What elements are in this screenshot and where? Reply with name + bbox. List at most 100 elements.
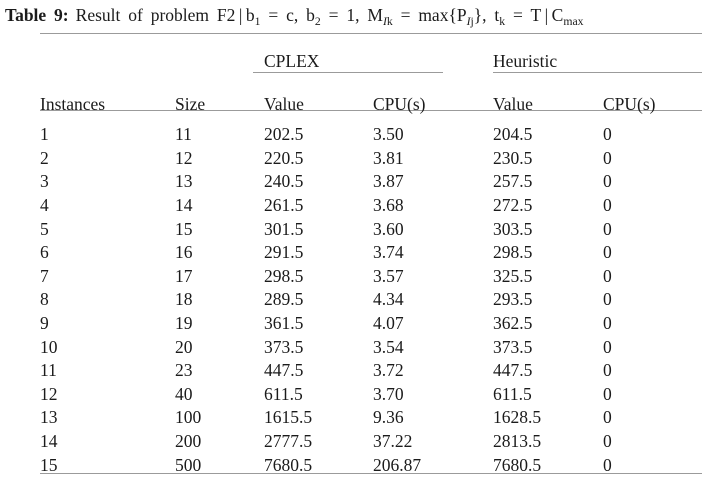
- column-header-instances: Instances: [40, 94, 106, 114]
- table-cell: 206.87: [373, 454, 422, 475]
- table-caption-text: Result of problem F2 | b1 = c, b2 = 1, M…: [75, 5, 584, 28]
- table-cell: 2: [40, 147, 49, 168]
- table-cell: 3.70: [373, 383, 404, 404]
- caption-subscript: max: [563, 14, 584, 28]
- table-cell: 2777.5: [264, 431, 313, 452]
- table-cell: 4.07: [373, 313, 404, 334]
- heuristic-group-underline: [493, 72, 702, 73]
- table-cell: 298.5: [493, 242, 533, 263]
- table-cell: 0: [603, 171, 612, 192]
- table-cell: 3.57: [373, 265, 404, 286]
- table-cell: 261.5: [264, 195, 304, 216]
- caption-subscript: 1: [254, 14, 261, 28]
- table-cell: 17: [175, 265, 193, 286]
- table-row: 15 500 7680.5 206.87 7680.5 0: [40, 453, 702, 477]
- table-cell: 240.5: [264, 171, 304, 192]
- caption-subscript: k: [499, 14, 506, 28]
- table-row: 8 18 289.5 4.34 293.5 0: [40, 288, 702, 312]
- table-cell: 19: [175, 313, 193, 334]
- table-cell: 4: [40, 195, 49, 216]
- caption-text-segment: Result of problem F2 | b: [75, 5, 255, 25]
- table-cell: 1628.5: [493, 407, 542, 428]
- column-header-heuristic-cpu: CPU(s): [603, 94, 656, 114]
- column-header-cplex-cpu: CPU(s): [373, 94, 426, 114]
- table-cell: 3.87: [373, 171, 404, 192]
- table-cell: 3.50: [373, 124, 404, 145]
- table-row: 5 15 301.5 3.60 303.5 0: [40, 217, 702, 241]
- table-cell: 611.5: [264, 383, 303, 404]
- table-cell: 16: [175, 242, 193, 263]
- table-cell: 447.5: [493, 360, 533, 381]
- table-caption: Table 9: Result of problem F2 | b1 = c, b…: [5, 3, 584, 30]
- table-cell: 0: [603, 454, 612, 475]
- table-cell: 37.22: [373, 431, 413, 452]
- column-header-row: Instances Size Value CPU(s) Value CPU(s): [40, 77, 702, 121]
- table-cell: 15: [175, 218, 193, 239]
- table-cell: 20: [175, 336, 193, 357]
- table-cell: 220.5: [264, 147, 304, 168]
- table-cell: 1: [40, 124, 49, 145]
- table-cell: 1615.5: [264, 407, 313, 428]
- table-cell: 3.60: [373, 218, 404, 239]
- group-header-heuristic: Heuristic: [493, 51, 558, 71]
- table-cell: 230.5: [493, 147, 533, 168]
- table-cell: 373.5: [493, 336, 533, 357]
- table-cell: 2813.5: [493, 431, 542, 452]
- table-cell: 40: [175, 383, 193, 404]
- table-cell: 0: [603, 147, 612, 168]
- table-row: 4 14 261.5 3.68 272.5 0: [40, 194, 702, 218]
- table-top-rule: [40, 33, 702, 34]
- table-cell: 6: [40, 242, 49, 263]
- table-cell: 0: [603, 289, 612, 310]
- caption-subscript: I: [382, 14, 387, 28]
- table-cell: 325.5: [493, 265, 533, 286]
- table-cell: 13: [40, 407, 58, 428]
- table-cell: 272.5: [493, 195, 533, 216]
- table-cell: 0: [603, 195, 612, 216]
- table-cell: 291.5: [264, 242, 304, 263]
- table-body: 1 11 202.5 3.50 204.5 0 2 12 220.5 3.81 230.5 0 3 13 2…: [40, 121, 702, 477]
- table-row: 9 19 361.5 4.07 362.5 0: [40, 312, 702, 336]
- table-cell: 500: [175, 454, 202, 475]
- table-cell: 362.5: [493, 313, 533, 334]
- caption-text-segment: = 1, M: [320, 5, 383, 25]
- table-cell: 373.5: [264, 336, 304, 357]
- table-cell: 361.5: [264, 313, 304, 334]
- table-row: 1 11 202.5 3.50 204.5 0: [40, 121, 702, 147]
- table-cell: 0: [603, 218, 612, 239]
- table-cell: 200: [175, 431, 202, 452]
- table-cell: 3.54: [373, 336, 404, 357]
- table-cell: 23: [175, 360, 193, 381]
- table-cell: 303.5: [493, 218, 533, 239]
- table-cell: 11: [175, 124, 192, 145]
- group-header-spacer: [40, 33, 264, 77]
- table-row: 3 13 240.5 3.87 257.5 0: [40, 170, 702, 194]
- table-cell: 611.5: [493, 383, 532, 404]
- caption-text-segment: = max{P: [392, 5, 467, 25]
- table-cell: 13: [175, 171, 193, 192]
- table-cell: 0: [603, 242, 612, 263]
- table-cell: 12: [40, 383, 58, 404]
- column-header-cplex-value: Value: [264, 94, 304, 114]
- table-cell: 3.81: [373, 147, 404, 168]
- table-cell: 14: [175, 195, 193, 216]
- table-cell: 14: [40, 431, 58, 452]
- table-cell: 293.5: [493, 289, 533, 310]
- caption-text-segment: = c, b: [260, 5, 315, 25]
- table-row: 6 16 291.5 3.74 298.5 0: [40, 241, 702, 265]
- results-table: CPLEX Heuristic Instances Size Value CPU…: [40, 33, 702, 477]
- table-cell: 204.5: [493, 124, 533, 145]
- caption-subscript: I: [466, 14, 471, 28]
- table-cell: 4.34: [373, 289, 404, 310]
- table-row: 12 40 611.5 3.70 611.5 0: [40, 383, 702, 407]
- table-cell: 447.5: [264, 360, 304, 381]
- table-cell: 3.68: [373, 195, 404, 216]
- table-cell: 100: [175, 407, 202, 428]
- caption-subscript: 2: [314, 14, 321, 28]
- table-cell: 18: [175, 289, 193, 310]
- table-cell: 7680.5: [264, 454, 313, 475]
- table-cell: 5: [40, 218, 49, 239]
- table-cell: 298.5: [264, 265, 304, 286]
- table-cell: 9: [40, 313, 49, 334]
- table-cell: 10: [40, 336, 58, 357]
